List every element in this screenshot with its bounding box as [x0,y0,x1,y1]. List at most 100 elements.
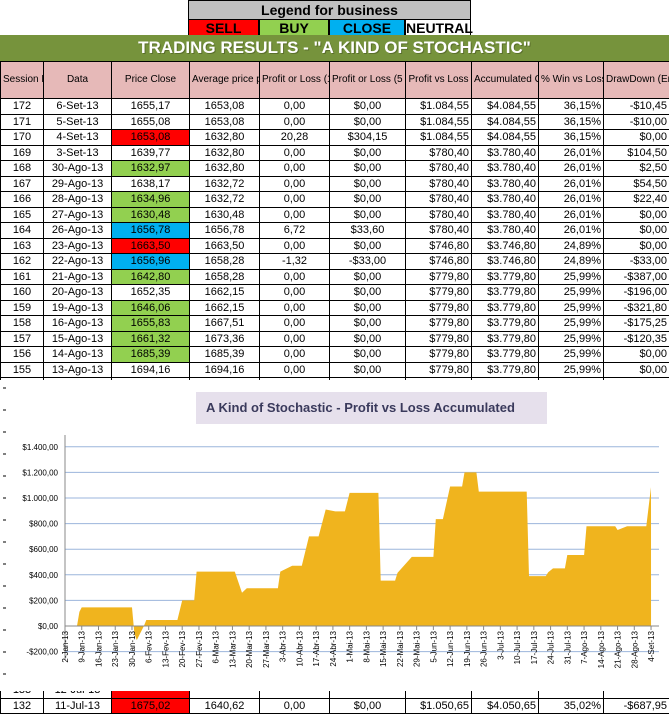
drawdown-cell[interactable]: -$687,95 [603,697,669,714]
avg-price-cell[interactable]: 1673,36 [189,330,260,347]
date-cell[interactable]: 28-Ago-13 [43,191,112,208]
drawdown-cell[interactable]: $0,00 [603,237,669,254]
avg-price-cell[interactable]: 1640,62 [189,697,260,714]
price-close-cell[interactable]: 1646,06 [111,299,190,316]
drawdown-cell[interactable]: -$120,35 [603,330,669,347]
session-cell[interactable]: 157 [0,330,44,347]
date-cell[interactable]: 26-Ago-13 [43,222,112,239]
pl-1cfd-cell[interactable]: 0,00 [259,98,330,115]
price-close-cell[interactable]: 1661,32 [111,330,190,347]
pl-1cfd-cell[interactable]: 0,00 [259,284,330,301]
win-pct-cell[interactable]: 35,02% [538,697,604,714]
price-close-cell[interactable]: 1656,96 [111,253,190,270]
avg-price-cell[interactable]: 1685,39 [189,346,260,363]
win-pct-cell[interactable]: 25,99% [538,299,604,316]
price-close-cell[interactable]: 1655,83 [111,315,190,332]
avg-price-cell[interactable]: 1632,80 [189,144,260,161]
pl-5cfd-cell[interactable]: $0,00 [329,697,406,714]
win-pct-cell[interactable]: 24,89% [538,253,604,270]
date-cell[interactable]: 6-Set-13 [43,98,112,115]
profit-vs-loss-cell[interactable]: $746,80 [405,237,472,254]
avg-price-cell[interactable]: 1694,16 [189,361,260,378]
session-cell[interactable]: 171 [0,113,44,130]
capital-cell[interactable]: $4.084,55 [471,129,539,146]
price-close-cell[interactable]: 1663,50 [111,237,190,254]
pl-5cfd-cell[interactable]: -$33,00 [329,253,406,270]
pl-1cfd-cell[interactable]: -1,32 [259,253,330,270]
avg-price-cell[interactable]: 1658,28 [189,253,260,270]
pl-5cfd-cell[interactable]: $0,00 [329,268,406,285]
profit-vs-loss-cell[interactable]: $1.084,55 [405,129,472,146]
date-cell[interactable]: 15-Ago-13 [43,330,112,347]
win-pct-cell[interactable]: 36,15% [538,98,604,115]
drawdown-cell[interactable]: -$196,00 [603,284,669,301]
profit-vs-loss-cell[interactable]: $779,80 [405,299,472,316]
drawdown-cell[interactable]: $54,50 [603,175,669,192]
avg-price-cell[interactable]: 1662,15 [189,299,260,316]
session-cell[interactable]: 168 [0,160,44,177]
profit-vs-loss-cell[interactable]: $780,40 [405,206,472,223]
capital-cell[interactable]: $4.050,65 [471,697,539,714]
capital-cell[interactable]: $4.084,55 [471,113,539,130]
capital-cell[interactable]: $3.779,80 [471,330,539,347]
profit-vs-loss-cell[interactable]: $780,40 [405,144,472,161]
profit-vs-loss-cell[interactable]: $779,80 [405,268,472,285]
win-pct-cell[interactable]: 26,01% [538,160,604,177]
drawdown-cell[interactable]: -$10,00 [603,113,669,130]
date-cell[interactable]: 5-Set-13 [43,113,112,130]
session-cell[interactable]: 155 [0,361,44,378]
capital-cell[interactable]: $3.780,40 [471,206,539,223]
win-pct-cell[interactable]: 25,99% [538,330,604,347]
pl-5cfd-cell[interactable]: $0,00 [329,330,406,347]
pl-5cfd-cell[interactable]: $0,00 [329,237,406,254]
avg-price-cell[interactable]: 1630,48 [189,206,260,223]
session-cell[interactable]: 132 [0,697,44,714]
pl-1cfd-cell[interactable]: 20,28 [259,129,330,146]
price-close-cell[interactable]: 1675,02 [111,697,190,714]
pl-1cfd-cell[interactable]: 0,00 [259,160,330,177]
date-cell[interactable]: 23-Ago-13 [43,237,112,254]
drawdown-cell[interactable]: -$10,45 [603,98,669,115]
pl-5cfd-cell[interactable]: $0,00 [329,361,406,378]
date-cell[interactable]: 22-Ago-13 [43,253,112,270]
date-cell[interactable]: 19-Ago-13 [43,299,112,316]
price-close-cell[interactable]: 1656,78 [111,222,190,239]
capital-cell[interactable]: $3.746,80 [471,237,539,254]
win-pct-cell[interactable]: 26,01% [538,222,604,239]
session-cell[interactable]: 159 [0,299,44,316]
profit-vs-loss-cell[interactable]: $779,80 [405,330,472,347]
pl-5cfd-cell[interactable]: $33,60 [329,222,406,239]
drawdown-cell[interactable]: $0,00 [603,129,669,146]
win-pct-cell[interactable]: 25,99% [538,268,604,285]
session-cell[interactable]: 160 [0,284,44,301]
date-cell[interactable]: 21-Ago-13 [43,268,112,285]
avg-price-cell[interactable]: 1632,80 [189,129,260,146]
capital-cell[interactable]: $3.779,80 [471,346,539,363]
session-cell[interactable]: 164 [0,222,44,239]
win-pct-cell[interactable]: 25,99% [538,346,604,363]
pl-1cfd-cell[interactable]: 0,00 [259,175,330,192]
pl-5cfd-cell[interactable]: $0,00 [329,113,406,130]
drawdown-cell[interactable]: $2,50 [603,160,669,177]
avg-price-cell[interactable]: 1653,08 [189,98,260,115]
session-cell[interactable]: 165 [0,206,44,223]
drawdown-cell[interactable]: $0,00 [603,346,669,363]
win-pct-cell[interactable]: 26,01% [538,175,604,192]
avg-price-cell[interactable]: 1663,50 [189,237,260,254]
win-pct-cell[interactable]: 26,01% [538,191,604,208]
pl-5cfd-cell[interactable]: $0,00 [329,315,406,332]
win-pct-cell[interactable]: 36,15% [538,113,604,130]
pl-5cfd-cell[interactable]: $0,00 [329,346,406,363]
win-pct-cell[interactable]: 26,01% [538,206,604,223]
pl-5cfd-cell[interactable]: $0,00 [329,175,406,192]
pl-1cfd-cell[interactable]: 0,00 [259,206,330,223]
capital-cell[interactable]: $3.779,80 [471,284,539,301]
price-close-cell[interactable]: 1655,08 [111,113,190,130]
price-close-cell[interactable]: 1639,77 [111,144,190,161]
profit-vs-loss-cell[interactable]: $779,80 [405,346,472,363]
capital-cell[interactable]: $3.780,40 [471,144,539,161]
capital-cell[interactable]: $3.780,40 [471,191,539,208]
pl-5cfd-cell[interactable]: $0,00 [329,144,406,161]
pl-5cfd-cell[interactable]: $0,00 [329,284,406,301]
drawdown-cell[interactable]: $22,40 [603,191,669,208]
